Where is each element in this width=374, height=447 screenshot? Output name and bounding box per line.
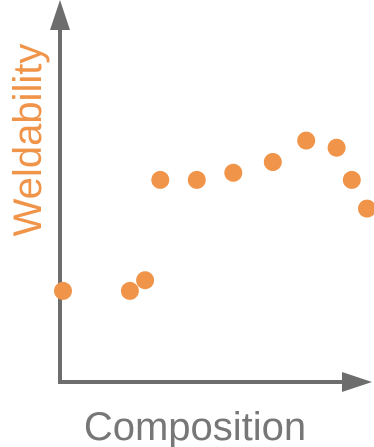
data-point xyxy=(327,138,346,157)
data-point xyxy=(151,170,170,189)
y-axis-label: Weldability xyxy=(6,44,50,237)
data-points xyxy=(54,131,374,300)
x-axis-arrow xyxy=(342,372,372,392)
axes xyxy=(50,0,372,392)
y-axis-arrow xyxy=(50,0,70,30)
data-point xyxy=(297,131,316,150)
data-point xyxy=(54,281,72,300)
data-point xyxy=(358,199,374,218)
data-point xyxy=(263,153,282,171)
x-axis-label: Composition xyxy=(84,405,306,447)
data-point xyxy=(187,170,206,189)
data-point xyxy=(136,271,155,290)
data-point xyxy=(120,281,139,300)
data-point xyxy=(224,163,243,182)
data-point xyxy=(342,170,361,189)
